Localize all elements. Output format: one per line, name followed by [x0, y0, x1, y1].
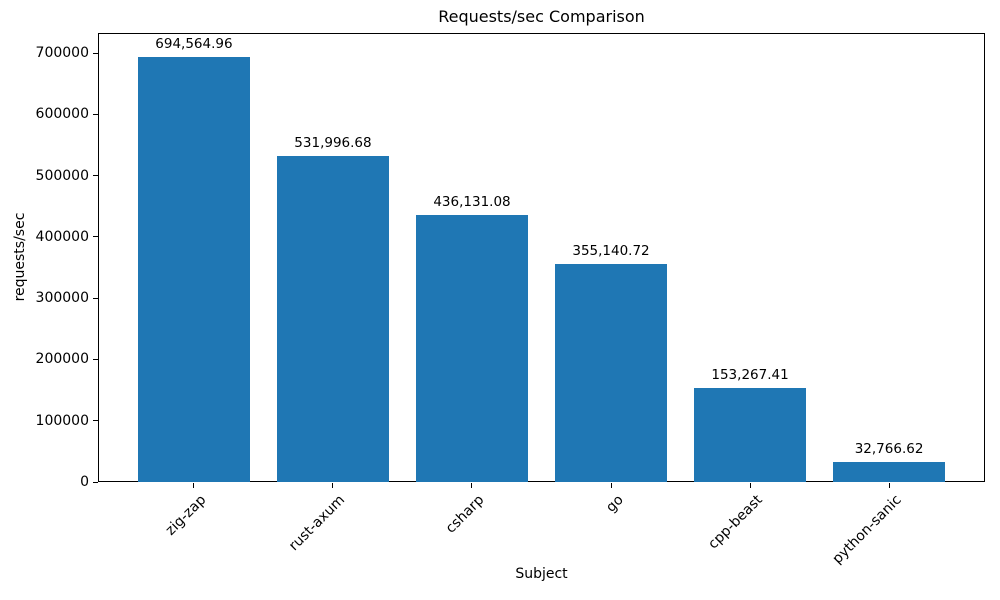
- bar-go: [555, 264, 667, 482]
- y-tick-label: 300000: [35, 290, 89, 307]
- y-tick-mark: [93, 358, 98, 360]
- x-tick-label-zig-zap: zig-zap: [162, 492, 210, 539]
- x-tick-label-csharp: csharp: [442, 492, 488, 537]
- bar-cpp-beast: [694, 388, 806, 482]
- bar-csharp: [416, 214, 528, 482]
- y-tick-mark: [93, 481, 98, 483]
- x-tick-mark: [471, 483, 473, 488]
- bar-python-sanic: [833, 461, 945, 482]
- y-tick-label: 600000: [35, 106, 89, 123]
- bar-value-label: 153,267.41: [711, 367, 789, 384]
- bar-value-label: 531,996.68: [294, 135, 372, 152]
- bar-rust-axum: [277, 156, 389, 482]
- bar-value-label: 694,564.96: [155, 35, 233, 52]
- y-tick-mark: [93, 297, 98, 299]
- y-tick-label: 200000: [35, 351, 89, 368]
- bar-value-label: 32,766.62: [854, 440, 924, 457]
- x-tick-mark: [610, 483, 612, 488]
- x-tick-mark: [888, 483, 890, 488]
- x-tick-mark: [749, 483, 751, 488]
- y-tick-mark: [93, 236, 98, 238]
- y-tick-mark: [93, 420, 98, 422]
- y-tick-label: 100000: [35, 412, 89, 429]
- bar-value-label: 436,131.08: [433, 193, 511, 210]
- y-tick-label: 500000: [35, 167, 89, 184]
- x-tick-label-cpp-beast: cpp-beast: [704, 492, 766, 553]
- bar-value-label: 355,140.72: [572, 243, 650, 260]
- y-tick-label: 0: [80, 474, 89, 490]
- x-axis-label: Subject: [515, 566, 568, 582]
- y-tick-label: 700000: [35, 45, 89, 62]
- x-tick-mark: [332, 483, 334, 488]
- y-tick-mark: [93, 52, 98, 54]
- y-tick-label: 400000: [35, 228, 89, 245]
- x-tick-mark: [193, 483, 195, 488]
- chart-title: Requests/sec Comparison: [438, 7, 645, 26]
- y-tick-mark: [93, 175, 98, 177]
- x-tick-label-python-sanic: python-sanic: [829, 492, 905, 568]
- x-tick-label-rust-axum: rust-axum: [286, 492, 349, 555]
- x-tick-label-go: go: [602, 492, 627, 516]
- y-tick-mark: [93, 113, 98, 115]
- bar-zig-zap: [138, 56, 250, 482]
- y-axis-label: requests/sec: [12, 212, 28, 302]
